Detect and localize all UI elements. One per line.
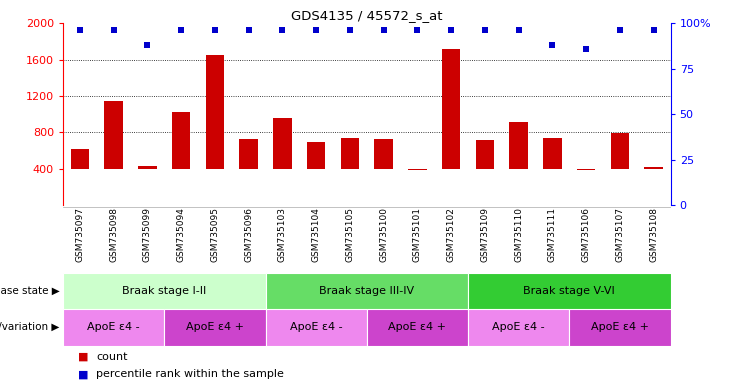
Text: ■: ■ (78, 369, 88, 379)
Text: GSM735097: GSM735097 (76, 207, 84, 262)
Bar (374, 139, 393, 169)
Bar (645, 167, 663, 169)
Text: disease state ▶: disease state ▶ (0, 286, 59, 296)
Text: ApoE ε4 -: ApoE ε4 - (87, 322, 140, 333)
Bar (476, 140, 494, 169)
Text: GSM735103: GSM735103 (278, 207, 287, 262)
Text: Braak stage I-II: Braak stage I-II (122, 286, 207, 296)
Text: percentile rank within the sample: percentile rank within the sample (96, 369, 285, 379)
Text: GSM735104: GSM735104 (312, 207, 321, 262)
Bar (172, 113, 190, 169)
Bar (239, 139, 258, 169)
Text: ■: ■ (78, 352, 88, 362)
Text: ApoE ε4 +: ApoE ε4 + (388, 322, 446, 333)
Text: GSM735095: GSM735095 (210, 207, 219, 262)
Bar (509, 121, 528, 169)
Bar (442, 49, 460, 169)
Bar (63, 273, 265, 309)
Text: ApoE ε4 +: ApoE ε4 + (186, 322, 244, 333)
Bar (367, 309, 468, 346)
Bar (265, 309, 367, 346)
Bar (569, 309, 671, 346)
Text: GSM735098: GSM735098 (109, 207, 118, 262)
Text: GSM735109: GSM735109 (480, 207, 490, 262)
Text: GSM735106: GSM735106 (582, 207, 591, 262)
Text: GSM735094: GSM735094 (176, 207, 186, 262)
Bar (63, 309, 165, 346)
Text: GSM735101: GSM735101 (413, 207, 422, 262)
Text: Braak stage V-VI: Braak stage V-VI (523, 286, 615, 296)
Text: GSM735102: GSM735102 (447, 207, 456, 262)
Bar (468, 309, 569, 346)
Title: GDS4135 / 45572_s_at: GDS4135 / 45572_s_at (291, 9, 442, 22)
Text: ApoE ε4 -: ApoE ε4 - (290, 322, 342, 333)
Bar (205, 55, 225, 169)
Bar (341, 138, 359, 169)
Bar (468, 273, 671, 309)
Text: GSM735108: GSM735108 (649, 207, 658, 262)
Text: GSM735107: GSM735107 (616, 207, 625, 262)
Text: GSM735110: GSM735110 (514, 207, 523, 262)
Text: genotype/variation ▶: genotype/variation ▶ (0, 322, 59, 333)
Bar (408, 169, 427, 170)
Text: GSM735099: GSM735099 (143, 207, 152, 262)
Text: GSM735100: GSM735100 (379, 207, 388, 262)
Text: GSM735096: GSM735096 (244, 207, 253, 262)
Bar (138, 166, 156, 169)
Text: ApoE ε4 -: ApoE ε4 - (492, 322, 545, 333)
Text: GSM735111: GSM735111 (548, 207, 557, 262)
Bar (104, 101, 123, 169)
Bar (273, 118, 292, 169)
Text: Braak stage III-IV: Braak stage III-IV (319, 286, 414, 296)
Text: count: count (96, 352, 128, 362)
Bar (611, 133, 629, 169)
Bar (165, 309, 265, 346)
Bar (265, 273, 468, 309)
Bar (577, 169, 596, 170)
Text: GSM735105: GSM735105 (345, 207, 354, 262)
Bar (70, 149, 89, 169)
Text: ApoE ε4 +: ApoE ε4 + (591, 322, 649, 333)
Bar (307, 142, 325, 169)
Bar (543, 138, 562, 169)
